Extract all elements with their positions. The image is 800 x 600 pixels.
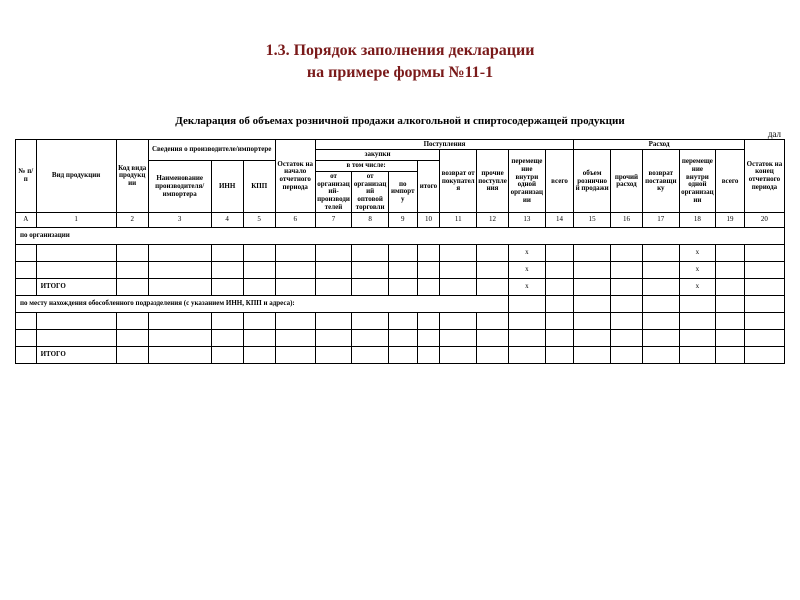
n-14: 14 <box>545 213 574 228</box>
h-move-out: перемещение внутри одной организации <box>679 150 716 213</box>
h-from-prod: от организаций-производителей <box>315 171 352 212</box>
n-1: 1 <box>36 213 116 228</box>
n-8: 8 <box>352 213 389 228</box>
itogo-label: ИТОГО <box>36 347 116 364</box>
h-zakupki: закупки <box>315 150 440 161</box>
title-line2: на примере формы №11-1 <box>307 64 493 81</box>
h-product: Вид продукции <box>36 139 116 213</box>
n-17: 17 <box>642 213 679 228</box>
h-code: Код вида продукции <box>116 139 148 213</box>
itogo-row: ИТОГО <box>16 347 785 364</box>
n-15: 15 <box>574 213 611 228</box>
h-producer-group: Сведения о производителе/импортере <box>148 139 275 160</box>
n-16: 16 <box>610 213 642 228</box>
cell-x: x <box>509 279 546 296</box>
n-2: 2 <box>116 213 148 228</box>
cell-x: x <box>679 262 716 279</box>
title-line1: 1.3. Порядок заполнения декларации <box>266 42 535 59</box>
section-subdiv: по месту нахождения обособленного подраз… <box>16 296 509 313</box>
n-4: 4 <box>211 213 243 228</box>
cell-x: x <box>509 262 546 279</box>
n-6: 6 <box>275 213 315 228</box>
n-10: 10 <box>417 213 440 228</box>
unit-label: дал <box>15 129 785 139</box>
h-kpp: КПП <box>243 161 275 213</box>
h-import: по импорту <box>388 171 417 212</box>
h-vtom: в том числе: <box>315 161 417 172</box>
h-prod-name: Наименование производителя/импортера <box>148 161 211 213</box>
h-other-out: прочий расход <box>610 150 642 213</box>
h-start: Остаток на начало отчетного периода <box>275 139 315 213</box>
table-row <box>16 313 785 330</box>
h-return: возврат от покупателя <box>440 150 477 213</box>
n-A: А <box>16 213 37 228</box>
n-7: 7 <box>315 213 352 228</box>
itogo-label: ИТОГО <box>36 279 116 296</box>
table-row: по месту нахождения обособленного подраз… <box>16 296 785 313</box>
section-org: по организации <box>16 228 785 245</box>
itogo-row: ИТОГО x x <box>16 279 785 296</box>
h-from-opt: от организаций оптовой торговли <box>352 171 389 212</box>
table-row <box>16 330 785 347</box>
h-end: Остаток на конец отчетного периода <box>744 139 784 213</box>
cell-x: x <box>679 245 716 262</box>
declaration-table: № п/п Вид продукции Код вида продукции С… <box>15 139 785 365</box>
n-12: 12 <box>477 213 509 228</box>
n-5: 5 <box>243 213 275 228</box>
h-return-sup: возврат поставщику <box>642 150 679 213</box>
h-inn: ИНН <box>211 161 243 213</box>
cell-x: x <box>679 279 716 296</box>
n-9: 9 <box>388 213 417 228</box>
h-total-in: всего <box>545 150 574 213</box>
h-itogo-z: итого <box>417 161 440 213</box>
n-19: 19 <box>716 213 745 228</box>
h-total-out: всего <box>716 150 745 213</box>
h-inflow: Поступления <box>315 139 574 150</box>
h-num: № п/п <box>16 139 37 213</box>
table-row: x x <box>16 245 785 262</box>
n-3: 3 <box>148 213 211 228</box>
h-move-in: перемещение внутри одной организации <box>509 150 546 213</box>
n-11: 11 <box>440 213 477 228</box>
h-other-in: прочие поступления <box>477 150 509 213</box>
page-title: 1.3. Порядок заполнения декларации на пр… <box>15 40 785 85</box>
h-outflow: Расход <box>574 139 745 150</box>
h-retail: объем розничной продажи <box>574 150 611 213</box>
table-row: x x <box>16 262 785 279</box>
cell-x: x <box>509 245 546 262</box>
n-13: 13 <box>509 213 546 228</box>
n-18: 18 <box>679 213 716 228</box>
n-20: 20 <box>744 213 784 228</box>
table-title: Декларация об объемах розничной продажи … <box>15 115 785 127</box>
